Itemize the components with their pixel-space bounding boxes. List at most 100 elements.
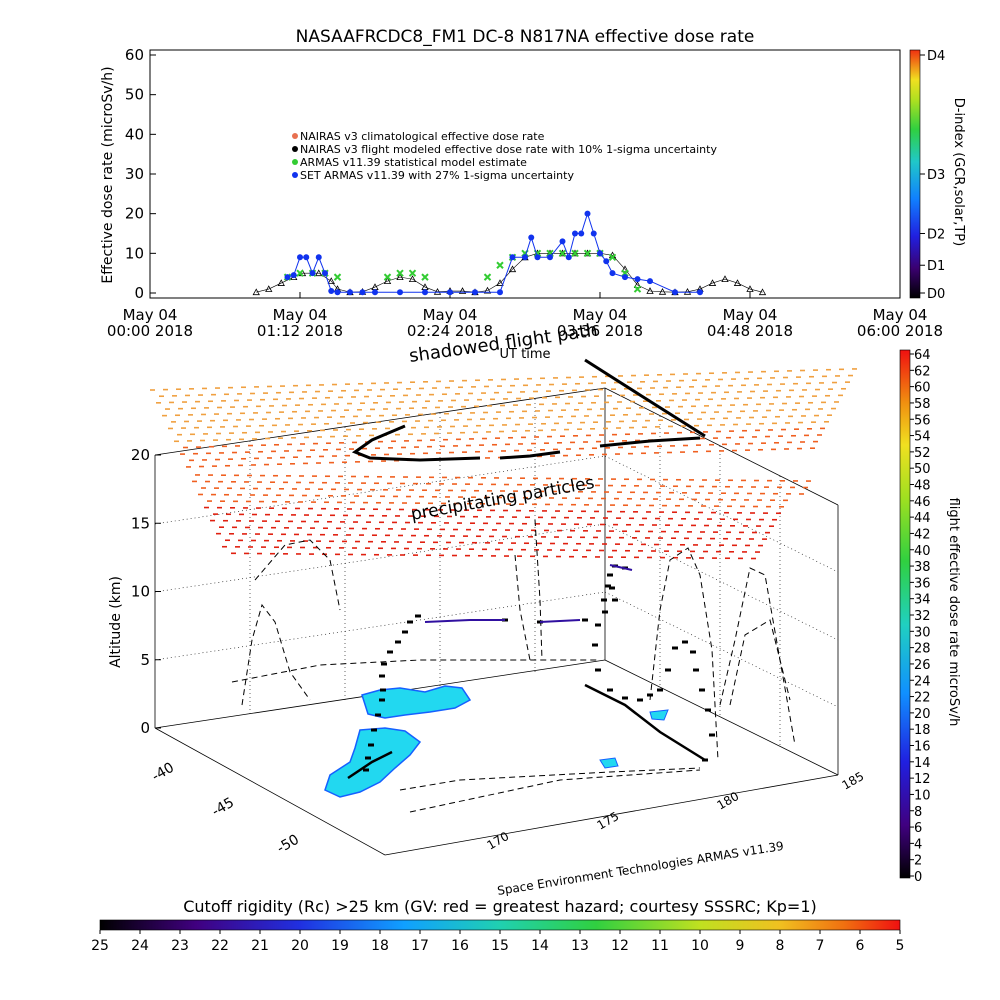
rigidity-tick-label: 18: [371, 938, 389, 954]
rigidity-tick-label: 9: [736, 938, 745, 954]
dose-tick-label: 2: [914, 854, 922, 869]
dose-tick-label: 54: [914, 430, 931, 445]
armas-model-point: [608, 253, 617, 262]
d-index-tick-label: D3: [927, 168, 945, 183]
armas-model-point: [483, 273, 492, 281]
nairas-flight-point: [621, 265, 629, 273]
altitude-tick-label: 15: [131, 514, 150, 532]
set-armas-point: [634, 276, 641, 283]
set-armas-point: [572, 230, 578, 237]
nairas-flight-point: [483, 286, 492, 294]
dose-tick-label: 40: [914, 544, 931, 559]
dose-tick-label: 12: [914, 772, 931, 787]
y-tick-label: 30: [125, 165, 144, 183]
dose-tick-label: 46: [914, 495, 931, 510]
dose-tick-label: 60: [914, 381, 931, 396]
nairas-flight-point: [315, 269, 323, 277]
armas-model-point: [333, 273, 342, 281]
rigidity-tick-label: 15: [491, 938, 509, 954]
dose-tick-label: 58: [914, 397, 931, 412]
x-tick-label-time: 06:00 2018: [857, 322, 943, 340]
nairas-flight-point: [277, 279, 285, 286]
set-armas-point: [422, 289, 428, 296]
rigidity-tick-label: 11: [651, 938, 669, 954]
set-armas-point: [647, 278, 653, 285]
rigidity-tick-label: 24: [131, 938, 149, 954]
y-tick-label: 10: [125, 244, 144, 262]
rigidity-tick-label: 19: [331, 938, 349, 954]
nairas-flight-point: [721, 275, 729, 283]
armas-model-point: [421, 273, 429, 281]
dose-tick-label: 36: [914, 576, 931, 591]
x-tick-label-time: 02:24 2018: [407, 322, 493, 340]
set-armas-point: [284, 274, 291, 281]
nairas-flight-point: [508, 265, 517, 273]
set-armas-point: [315, 254, 322, 261]
armas-model-point: [583, 249, 592, 258]
dose-tick-label: 14: [914, 756, 931, 771]
dose-tick-label: 62: [914, 364, 931, 379]
dose-tick-label: 16: [914, 740, 931, 755]
armas-model-point: [396, 269, 404, 277]
dose-tick-label: 50: [914, 462, 931, 477]
set-armas-point: [590, 230, 597, 237]
set-armas-point: [359, 289, 366, 296]
nairas-flight-point: [408, 275, 417, 283]
rigidity-tick-label: 20: [291, 938, 309, 954]
d-index-tick-label: D1: [927, 259, 945, 274]
armas-model-point: [408, 269, 417, 277]
set-armas-point: [609, 270, 616, 277]
legend-entry: NAIRAS v3 flight modeled effective dose …: [300, 143, 717, 156]
dose-tick-label: 48: [914, 479, 931, 494]
dose-tick-label: 32: [914, 609, 931, 624]
rigidity-tick-label: 16: [451, 938, 469, 954]
legend-entry: SET ARMAS v11.39 with 27% 1-sigma uncert…: [300, 169, 574, 182]
rigidity-colorbar-ticks: 25 24 23 22 21 20 19 18 17 16 15 14 13 12 11 10 9 8 7 6 5: [91, 930, 904, 954]
longitude-tick-label: 185: [840, 769, 867, 793]
dose-tick-label: 42: [914, 527, 931, 542]
y-tick-label: 0: [134, 284, 144, 302]
set-armas-point: [597, 250, 603, 257]
set-armas-point: [447, 289, 453, 296]
d-index-colorbar: [909, 49, 921, 299]
x-tick-label-time: 04:48 2018: [707, 322, 793, 340]
dose-tick-label: 28: [914, 642, 931, 657]
altitude-tick-label: 20: [131, 446, 150, 464]
dose-tick-label: 24: [914, 674, 931, 689]
nairas-flight-point: [327, 277, 335, 284]
longitude-tick-label: 175: [595, 809, 622, 833]
grid-lines: [154, 399, 839, 746]
y-tick-label: 50: [125, 86, 144, 104]
set-armas-point: [528, 234, 535, 241]
nairas-flight-point: [396, 273, 404, 281]
dose-colorbar-label: flight effective dose rate microSv/h: [946, 498, 961, 727]
x-tick-label-time: 01:12 2018: [257, 322, 343, 340]
altitude-label: Altitude (km): [108, 576, 124, 668]
longitude-tick-label: 170: [485, 829, 512, 853]
x-tick-label-time: 03:36 2018: [557, 322, 643, 340]
rigidity-tick-label: 8: [776, 938, 785, 954]
d-index-label: D-index (GCR,solar,TP): [951, 98, 966, 246]
set-armas-point: [297, 254, 303, 261]
nairas-flight-point: [252, 288, 260, 296]
rigidity-tick-label: 13: [571, 938, 589, 954]
rigidity-tick-label: 21: [251, 938, 269, 954]
d-index-tick-label: D4: [927, 49, 945, 64]
latitude-ticks: -40 -45 -50: [149, 760, 302, 857]
set-armas-point: [522, 254, 528, 261]
set-armas-point: [584, 210, 591, 217]
dose-tick-label: 22: [914, 691, 931, 706]
flight-track-segment: [609, 564, 633, 571]
nairas-flight-point: [658, 287, 667, 295]
nairas-flight-point: [758, 288, 767, 296]
set-armas-point: [534, 254, 541, 261]
altitude-ticks: 0 5 10 15 20: [131, 446, 161, 737]
credit-text: Space Environment Technologies ARMAS v11…: [496, 839, 784, 898]
dose-tick-label: 4: [914, 837, 922, 852]
dose-tick-label: 0: [914, 870, 922, 885]
set-armas-point: [303, 254, 310, 261]
y-tick-label: 20: [125, 205, 144, 223]
set-armas-point: [672, 289, 678, 296]
rigidity-tick-label: 22: [211, 938, 229, 954]
